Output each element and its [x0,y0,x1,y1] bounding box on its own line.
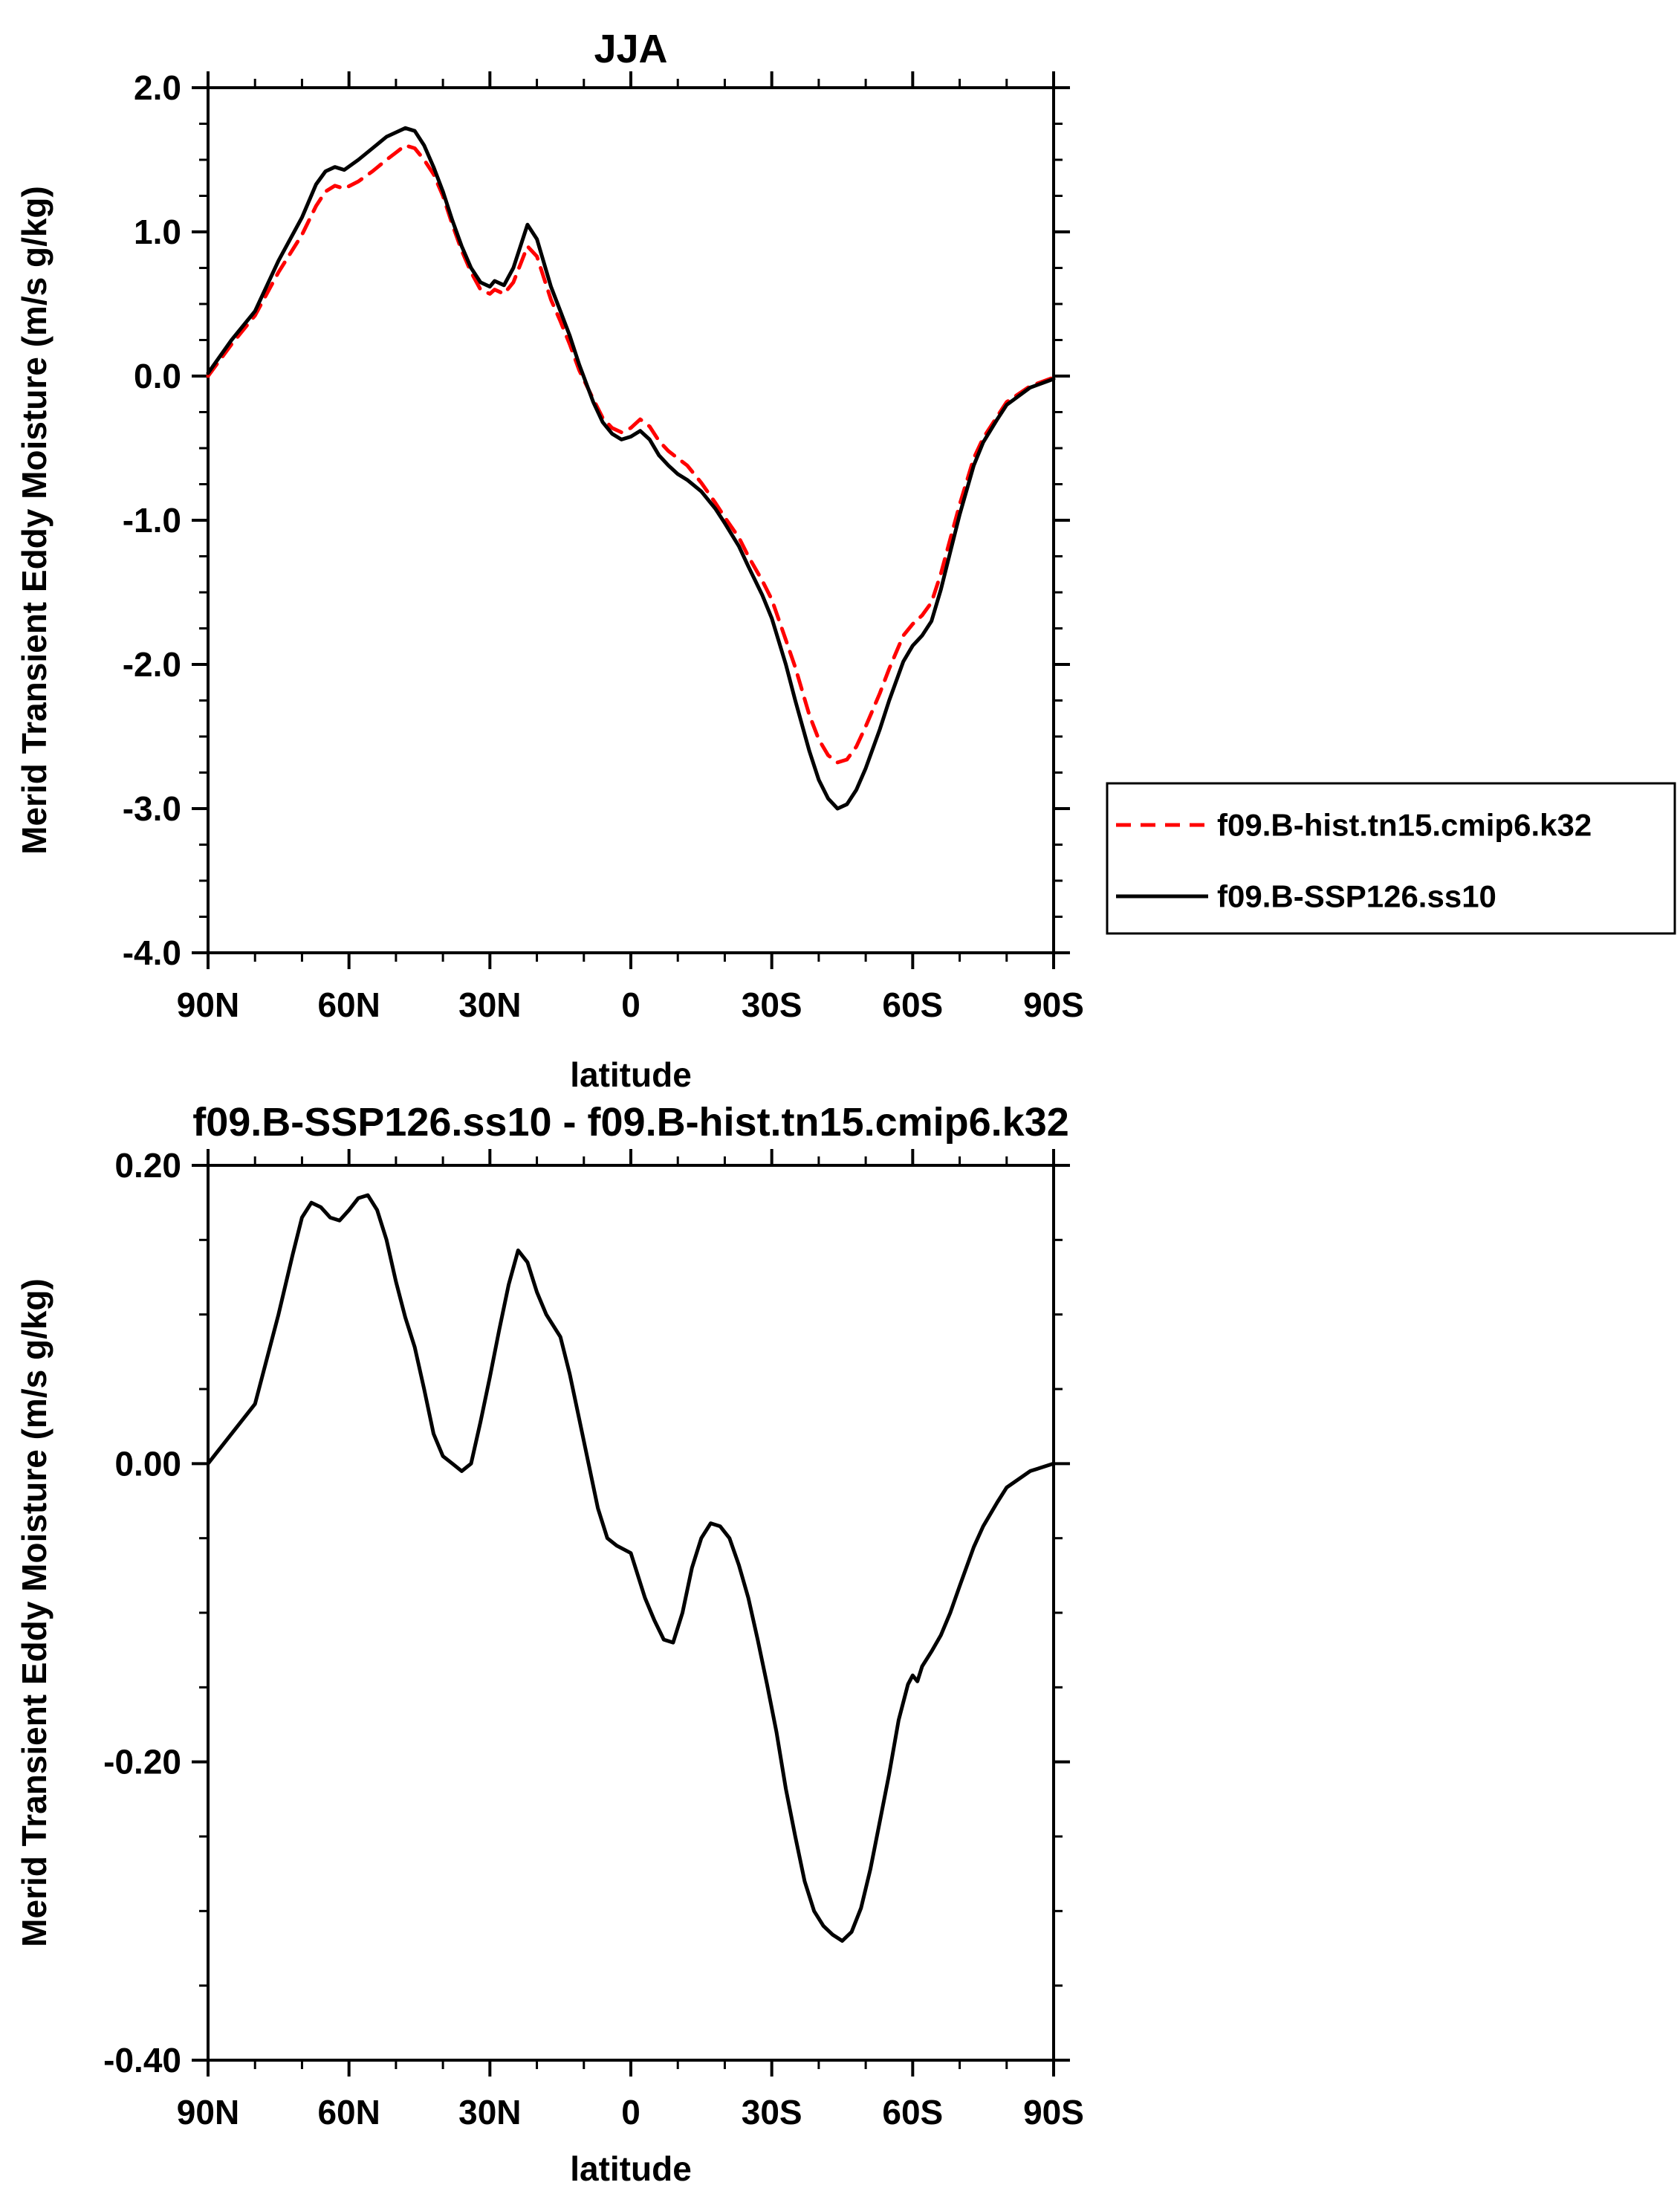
x-tick-label: 0 [621,2093,640,2132]
x-tick-label: 0 [621,985,640,1024]
top-panel-title: JJA [594,27,667,71]
y-tick-label: -0.40 [103,2041,181,2079]
bottom-xaxis-label: latitude [570,2149,692,2188]
legend-box [1106,782,1676,935]
y-tick-label: -4.0 [123,933,181,972]
y-tick-label: -2.0 [123,645,181,684]
y-tick-label: -1.0 [123,501,181,540]
x-tick-label: 90S [1023,985,1084,1024]
x-tick-label: 90N [177,2093,239,2132]
legend-label-ssp: f09.B-SSP126.ss10 [1217,879,1496,914]
plot-frame [207,86,1055,954]
legend: f09.B-hist.tn15.cmip6.k32 f09.B-SSP126.s… [1106,782,1676,935]
top-xaxis-label: latitude [570,1055,692,1094]
y-tick-label: -0.20 [103,1743,181,1781]
bottom-panel-title: f09.B-SSP126.ss10 - f09.B-hist.tn15.cmip… [192,1100,1069,1145]
series-line-0 [206,143,1056,765]
plot-frame [207,1164,1055,2062]
bottom-plot-area: 90N 60N 30N 0 30S 60S 90S 0.20 0.00 -0.20 -0.40 [103,1146,1084,2132]
top-plot-area: 90N 60N 30N 0 30S 60S 90S 2.0 1.0 0.0 -1.0 -2.0 -3.0… [123,68,1084,1024]
bottom-yaxis-label: Merid Transient Eddy Moisture (m/s g/kg) [15,1278,53,1947]
legend-label-hist: f09.B-hist.tn15.cmip6.k32 [1217,808,1592,843]
y-tick-label: 1.0 [134,213,181,251]
x-tick-label: 60N [317,985,380,1024]
y-tick-label: 0.00 [114,1444,181,1483]
bottom-panel: f09.B-SSP126.ss10 - f09.B-hist.tn15.cmip… [15,1100,1084,2188]
top-panel: JJA Merid Transient Eddy Moisture (m/s g… [15,27,1676,1094]
x-tick-label: 30N [458,2093,521,2132]
x-tick-label: 60N [317,2093,380,2132]
series-line-1 [206,126,1056,811]
y-tick-label: 2.0 [134,68,181,107]
y-tick-label: 0.20 [114,1146,181,1185]
x-tick-label: 60S [882,985,943,1024]
y-tick-label: -3.0 [123,789,181,828]
x-tick-label: 30S [742,2093,802,2132]
x-tick-label: 30N [458,985,521,1024]
x-tick-label: 90S [1023,2093,1084,2132]
x-tick-label: 90N [177,985,239,1024]
x-tick-label: 60S [882,2093,943,2132]
x-tick-label: 30S [742,985,802,1024]
series-line-0 [206,1193,1056,1943]
y-tick-label: 0.0 [134,357,181,395]
top-yaxis-label: Merid Transient Eddy Moisture (m/s g/kg) [15,186,53,855]
